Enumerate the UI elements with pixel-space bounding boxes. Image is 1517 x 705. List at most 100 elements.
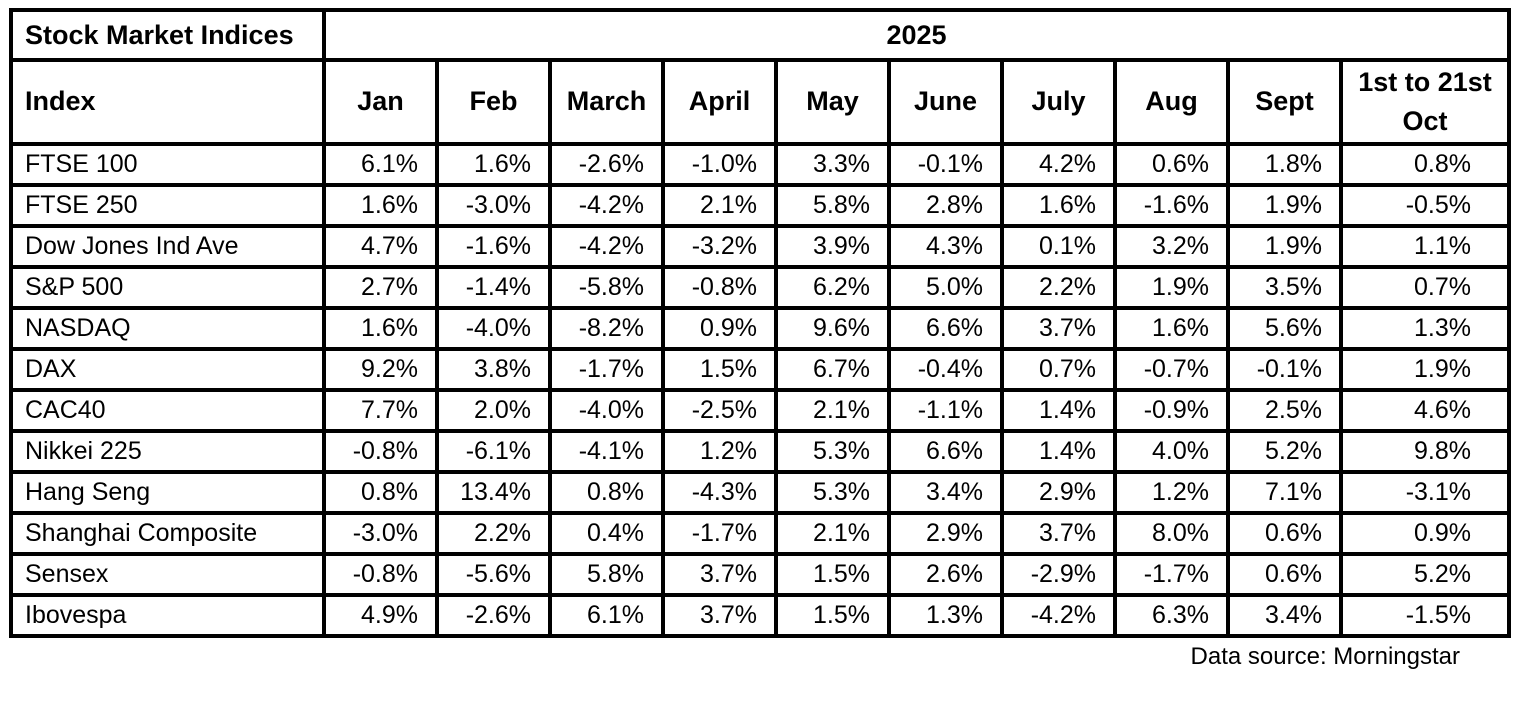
value-cell: 9.6% — [774, 306, 891, 351]
value-cell: -2.5% — [661, 388, 778, 433]
value-cell: 0.6% — [1226, 552, 1343, 597]
value-cell: -1.7% — [1113, 552, 1230, 597]
value-cell: -1.1% — [887, 388, 1004, 433]
value-cell: 1.6% — [1113, 306, 1230, 351]
column-header-jan: Jan — [322, 58, 439, 146]
value-cell: 6.7% — [774, 347, 891, 392]
value-cell: -3.0% — [322, 511, 439, 556]
value-cell: 0.9% — [661, 306, 778, 351]
value-cell: -5.8% — [548, 265, 665, 310]
value-cell: 4.2% — [1000, 142, 1117, 187]
value-cell: -5.6% — [435, 552, 552, 597]
value-cell: 4.0% — [1113, 429, 1230, 474]
index-name: Ibovespa — [9, 593, 326, 638]
column-header-1st-to-21st-oct: 1st to 21st Oct — [1339, 58, 1511, 146]
value-cell: -1.6% — [435, 224, 552, 269]
value-cell: -0.9% — [1113, 388, 1230, 433]
value-cell: 2.8% — [887, 183, 1004, 228]
value-cell: -4.1% — [548, 429, 665, 474]
value-cell: 0.1% — [1000, 224, 1117, 269]
value-cell: 4.6% — [1339, 388, 1511, 433]
table-row: Nikkei 225 -0.8% -6.1% -4.1% 1.2% 5.3% 6.6% 1.4… — [9, 429, 1511, 474]
value-cell: 5.8% — [774, 183, 891, 228]
value-cell: 9.2% — [322, 347, 439, 392]
value-cell: 8.0% — [1113, 511, 1230, 556]
value-cell: 7.7% — [322, 388, 439, 433]
stock-indices-table: Stock Market Indices 2025 Index Jan Feb Ma… — [9, 8, 1511, 638]
value-cell: 0.6% — [1226, 511, 1343, 556]
column-header-may: May — [774, 58, 891, 146]
value-cell: 1.9% — [1226, 183, 1343, 228]
value-cell: -2.9% — [1000, 552, 1117, 597]
value-cell: 5.6% — [1226, 306, 1343, 351]
value-cell: 2.1% — [774, 388, 891, 433]
value-cell: 0.6% — [1113, 142, 1230, 187]
year-header: 2025 — [322, 8, 1511, 62]
value-cell: 0.8% — [1339, 142, 1511, 187]
value-cell: 5.2% — [1226, 429, 1343, 474]
value-cell: -0.5% — [1339, 183, 1511, 228]
table-row: S&P 500 2.7% -1.4% -5.8% -0.8% 6.2% 5.0% 2.2% 1.… — [9, 265, 1511, 310]
value-cell: -1.7% — [548, 347, 665, 392]
value-cell: 0.8% — [548, 470, 665, 515]
value-cell: 1.8% — [1226, 142, 1343, 187]
table-row: Sensex -0.8% -5.6% 5.8% 3.7% 1.5% 2.6% -2.9% -1.… — [9, 552, 1511, 597]
column-header-july: July — [1000, 58, 1117, 146]
index-name: FTSE 250 — [9, 183, 326, 228]
value-cell: 6.6% — [887, 306, 1004, 351]
value-cell: -2.6% — [548, 142, 665, 187]
value-cell: 3.3% — [774, 142, 891, 187]
column-header-aug: Aug — [1113, 58, 1230, 146]
value-cell: 5.0% — [887, 265, 1004, 310]
table-row: Dow Jones Ind Ave 4.7% -1.6% -4.2% -3.2% 3.9%… — [9, 224, 1511, 269]
value-cell: 3.7% — [1000, 511, 1117, 556]
index-name: Hang Seng — [9, 470, 326, 515]
value-cell: 3.5% — [1226, 265, 1343, 310]
value-cell: 6.6% — [887, 429, 1004, 474]
value-cell: 1.6% — [322, 306, 439, 351]
value-cell: 3.7% — [661, 593, 778, 638]
value-cell: -1.7% — [661, 511, 778, 556]
value-cell: 1.6% — [435, 142, 552, 187]
value-cell: -4.2% — [548, 224, 665, 269]
index-name: FTSE 100 — [9, 142, 326, 187]
value-cell: 1.3% — [1339, 306, 1511, 351]
column-header-sept: Sept — [1226, 58, 1343, 146]
value-cell: 2.9% — [1000, 470, 1117, 515]
value-cell: 1.5% — [661, 347, 778, 392]
value-cell: -1.0% — [661, 142, 778, 187]
value-cell: 1.9% — [1113, 265, 1230, 310]
value-cell: -4.2% — [1000, 593, 1117, 638]
column-header-june: June — [887, 58, 1004, 146]
value-cell: 2.7% — [322, 265, 439, 310]
value-cell: 1.2% — [661, 429, 778, 474]
value-cell: -1.5% — [1339, 593, 1511, 638]
value-cell: -1.4% — [435, 265, 552, 310]
index-column-header: Index — [9, 58, 326, 146]
index-name: Sensex — [9, 552, 326, 597]
value-cell: 3.7% — [661, 552, 778, 597]
table-row: DAX 9.2% 3.8% -1.7% 1.5% 6.7% -0.4% 0.7% -0.7% -0… — [9, 347, 1511, 392]
value-cell: 3.2% — [1113, 224, 1230, 269]
index-name: S&P 500 — [9, 265, 326, 310]
table-row: Ibovespa 4.9% -2.6% 6.1% 3.7% 1.5% 1.3% -4.2% 6.… — [9, 593, 1511, 638]
value-cell: 3.9% — [774, 224, 891, 269]
value-cell: 3.8% — [435, 347, 552, 392]
value-cell: 2.5% — [1226, 388, 1343, 433]
value-cell: 9.8% — [1339, 429, 1511, 474]
value-cell: 1.1% — [1339, 224, 1511, 269]
value-cell: -0.4% — [887, 347, 1004, 392]
value-cell: 0.9% — [1339, 511, 1511, 556]
column-header-row: Index Jan Feb March April May June July Aug Sept… — [9, 58, 1511, 146]
value-cell: -1.6% — [1113, 183, 1230, 228]
value-cell: -3.2% — [661, 224, 778, 269]
value-cell: -0.1% — [887, 142, 1004, 187]
value-cell: 1.2% — [1113, 470, 1230, 515]
value-cell: 6.3% — [1113, 593, 1230, 638]
value-cell: 1.6% — [322, 183, 439, 228]
table-title: Stock Market Indices — [9, 8, 326, 62]
value-cell: 4.3% — [887, 224, 1004, 269]
value-cell: 1.4% — [1000, 429, 1117, 474]
index-name: Nikkei 225 — [9, 429, 326, 474]
